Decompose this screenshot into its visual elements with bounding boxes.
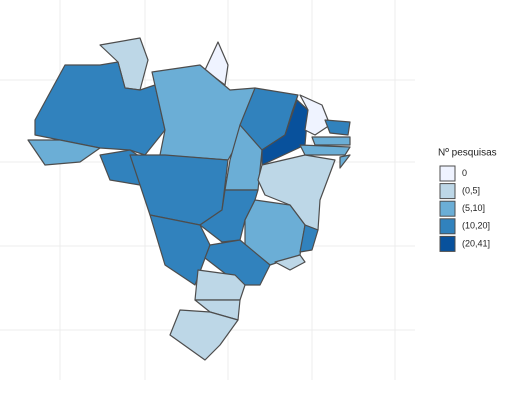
legend-label: 0 [462,168,467,178]
legend-label: (10,20] [462,221,490,231]
state [311,136,351,146]
legend: Nº pesquisas 0 (0,5] (5,10] (10,20] (20,41] [438,148,497,252]
state [299,224,319,253]
state [274,254,306,271]
legend-swatch [439,183,456,200]
state [299,144,351,156]
state [324,119,351,136]
state [194,269,246,301]
legend-label: (0,5] [462,185,480,195]
legend-swatch [439,235,456,252]
legend-swatch [439,165,456,182]
legend-title: Nº pesquisas [438,148,497,159]
legend-swatch [439,200,456,217]
state [27,139,101,166]
legend-swatch [439,218,456,235]
state [169,309,239,361]
state [149,214,211,286]
state [299,94,331,136]
state [204,239,271,286]
legend-label: (5,10] [462,203,485,213]
legend-label: (20,41] [462,238,490,248]
states [27,37,351,361]
state [339,154,351,169]
